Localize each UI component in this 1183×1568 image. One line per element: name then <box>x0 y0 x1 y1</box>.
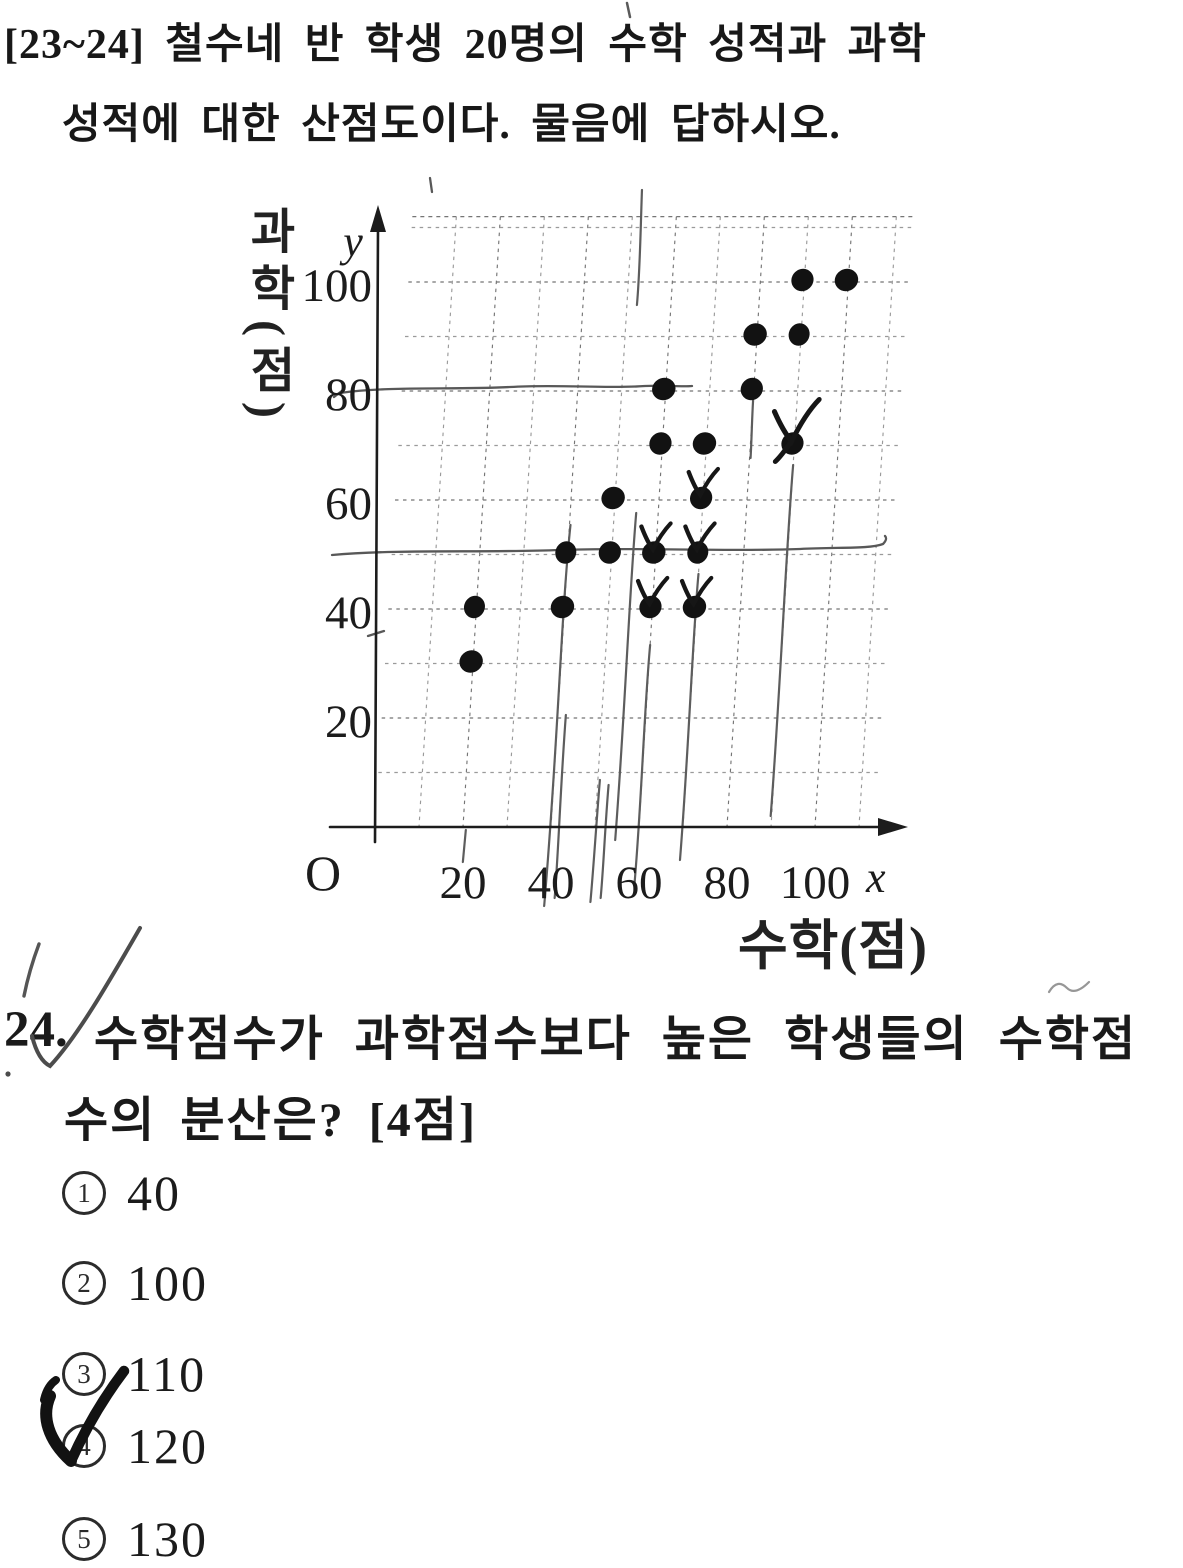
data-point <box>740 377 763 401</box>
option-4-value: 120 <box>127 1418 208 1474</box>
pen-annotations <box>330 176 888 638</box>
y-axis <box>373 226 380 844</box>
x-axis-arrow-icon <box>878 818 908 836</box>
option-3[interactable]: 3 110 <box>62 1346 206 1402</box>
grid <box>378 215 914 827</box>
data-point <box>692 432 717 455</box>
x-tick-label: 80 <box>704 857 751 909</box>
data-point <box>682 595 707 619</box>
option-2-value: 100 <box>127 1255 208 1311</box>
question-text-line1: 수학점수가 과학점수보다 높은 학생들의 수학점 <box>94 1013 1138 1066</box>
option-5-circle: 5 <box>62 1517 106 1561</box>
check-mark <box>683 521 717 554</box>
data-point <box>690 486 713 510</box>
question-number: 24. <box>4 1002 68 1058</box>
x-tick-label: 100 <box>780 857 851 909</box>
x-axis-letter: x <box>865 853 886 902</box>
data-point <box>639 595 662 619</box>
scatter-plot: 20 40 60 80 100 20 40 60 80 100 Oy x <box>302 176 914 909</box>
data-point <box>652 377 676 401</box>
check-mark <box>639 521 673 554</box>
y-axis-arrow-icon <box>370 205 386 232</box>
passage-header-line2: 성적에 대한 산점도이다. 물음에 답하시오. <box>62 102 841 148</box>
y-tick-label: 40 <box>325 587 372 639</box>
y-tick-label: 60 <box>325 478 372 530</box>
data-point <box>687 541 709 564</box>
y-tick-label: 80 <box>325 369 372 421</box>
check-mark <box>686 466 721 499</box>
data-point <box>649 432 672 455</box>
data-point <box>743 323 767 346</box>
data-point <box>788 323 810 346</box>
data-point <box>834 268 859 292</box>
origin-label: O <box>305 845 341 901</box>
y-tick-label: 100 <box>302 260 373 312</box>
question-text-line2: 수의 분산은? [4점] <box>64 1094 477 1147</box>
option-1-value: 40 <box>127 1165 181 1221</box>
y-axis-letter: y <box>339 217 363 266</box>
y-axis-title: 과학(점) <box>241 206 294 427</box>
option-3-value: 110 <box>127 1346 207 1402</box>
check-mark <box>635 575 670 608</box>
data-points <box>459 268 859 673</box>
option-4[interactable]: 4 120 <box>62 1418 208 1474</box>
option-5-value: 130 <box>127 1511 208 1567</box>
data-point <box>550 595 575 619</box>
data-point <box>463 595 485 619</box>
check-mark <box>771 397 822 464</box>
data-point <box>791 268 814 292</box>
option-4-circle: 4 <box>62 1424 106 1468</box>
data-point <box>459 650 483 673</box>
data-point <box>555 541 577 564</box>
data-point <box>642 541 666 564</box>
x-axis-title: 수학(점) <box>738 916 929 976</box>
data-point <box>598 541 621 564</box>
axes <box>328 205 908 844</box>
x-tick-label: 20 <box>440 857 487 909</box>
option-2-circle: 2 <box>62 1261 106 1305</box>
x-tick-label: 60 <box>616 857 663 909</box>
passage-header-line1: [23~24] 철수네 반 학생 20명의 수학 성적과 과학 <box>4 22 927 68</box>
option-3-circle: 3 <box>62 1352 106 1396</box>
check-mark <box>679 575 714 608</box>
x-tick-label: 40 <box>528 857 575 909</box>
option-1[interactable]: 1 40 <box>62 1165 181 1221</box>
y-tick-label: 20 <box>325 696 372 748</box>
option-1-circle: 1 <box>62 1171 106 1215</box>
data-point <box>601 486 625 510</box>
option-5[interactable]: 5 130 <box>62 1511 208 1567</box>
option-2[interactable]: 2 100 <box>62 1255 208 1311</box>
